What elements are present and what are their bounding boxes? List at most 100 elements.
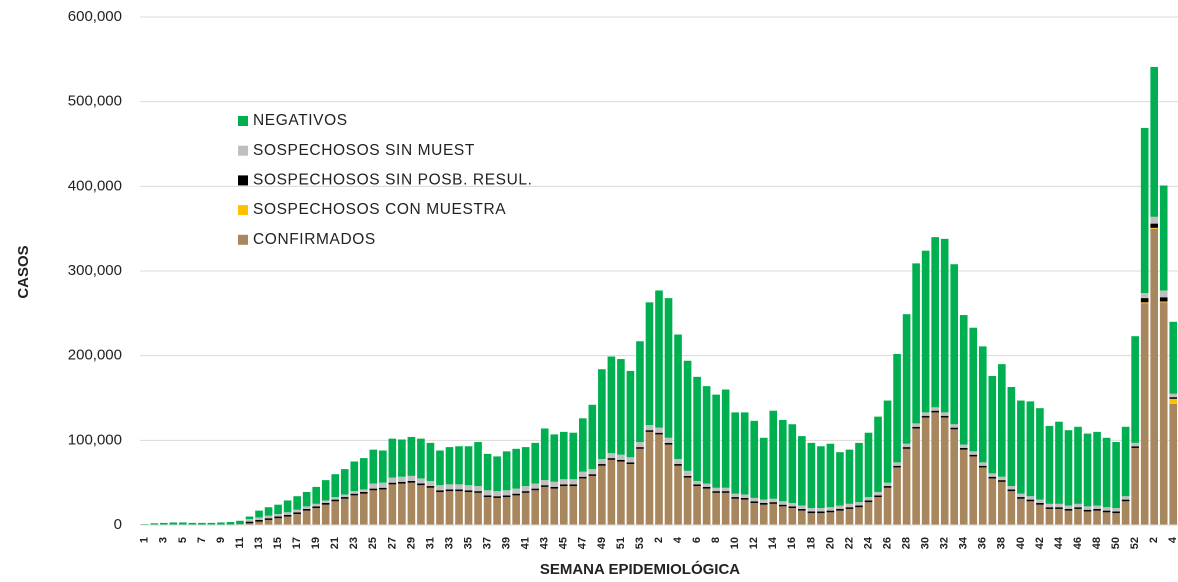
bar-segment bbox=[617, 459, 625, 462]
bar-segment bbox=[1159, 301, 1168, 303]
x-tick-label: 3 bbox=[158, 537, 170, 543]
bar-segment bbox=[1083, 433, 1092, 507]
y-tick-label: 100,000 bbox=[68, 431, 122, 448]
bar-segment bbox=[1036, 502, 1044, 505]
bar-segment bbox=[893, 467, 901, 525]
bar-segment bbox=[417, 485, 425, 525]
bar-segment bbox=[398, 483, 406, 525]
bar-segment bbox=[1102, 507, 1111, 511]
bar-segment bbox=[836, 452, 844, 506]
legend-swatch bbox=[238, 175, 248, 186]
bar-segment bbox=[1121, 499, 1130, 502]
bar-segment bbox=[388, 482, 397, 485]
bar-segment bbox=[921, 412, 930, 416]
x-tick-label: 22 bbox=[843, 537, 855, 549]
bar-segment bbox=[874, 416, 882, 492]
bar-segment bbox=[664, 442, 673, 445]
bar-segment bbox=[1150, 216, 1159, 224]
legend-label: SOSPECHOSOS SIN MUEST bbox=[253, 142, 475, 159]
x-tick-label: 25 bbox=[367, 537, 379, 549]
x-tick-label: 5 bbox=[177, 537, 189, 543]
bar-segment bbox=[283, 512, 292, 515]
bar-segment bbox=[550, 434, 559, 482]
bar-segment bbox=[1017, 400, 1025, 494]
bar-segment bbox=[340, 469, 349, 495]
bar-segment bbox=[1159, 185, 1168, 291]
bar-segment bbox=[1150, 227, 1159, 229]
bar-segment bbox=[569, 486, 578, 525]
bar-segment bbox=[293, 496, 301, 510]
bar-segment bbox=[874, 495, 882, 498]
bar-segment bbox=[483, 495, 492, 498]
bar-segment bbox=[502, 490, 511, 496]
bar-segment bbox=[959, 315, 968, 445]
bar-segment bbox=[1026, 401, 1035, 497]
bar-segment bbox=[1064, 510, 1073, 525]
bar-segment bbox=[798, 436, 806, 506]
bar-segment bbox=[978, 467, 987, 525]
bar-segment bbox=[759, 502, 768, 505]
bar-segment bbox=[855, 505, 863, 508]
legend-swatch bbox=[238, 116, 248, 126]
bar-segment bbox=[1093, 508, 1101, 511]
bar-segment bbox=[969, 456, 978, 525]
bar-segment bbox=[969, 327, 978, 452]
bar-segment bbox=[217, 522, 225, 525]
bar-segment bbox=[1055, 421, 1063, 504]
x-tick-label: 32 bbox=[939, 537, 951, 549]
bar-segment bbox=[836, 505, 844, 509]
bar-segment bbox=[531, 483, 540, 489]
bar-segment bbox=[721, 389, 730, 488]
bar-segment bbox=[312, 508, 320, 525]
x-tick-label: 38 bbox=[996, 537, 1008, 549]
bar-segment bbox=[255, 519, 263, 522]
bar-segment bbox=[1112, 511, 1120, 514]
bar-segment bbox=[1026, 501, 1035, 525]
bar-segment bbox=[598, 458, 606, 465]
x-tick-label: 13 bbox=[253, 537, 265, 549]
bar-segment bbox=[1055, 507, 1063, 509]
bar-segment bbox=[569, 484, 578, 487]
bar-segment bbox=[740, 412, 749, 495]
bar-segment bbox=[855, 442, 863, 503]
bar-segment bbox=[1159, 297, 1168, 302]
bar-segment bbox=[559, 431, 568, 480]
x-tick-label: 17 bbox=[291, 537, 303, 549]
bar-segment bbox=[940, 415, 949, 418]
bar-segment bbox=[645, 302, 654, 426]
bar-segment bbox=[988, 473, 997, 477]
bar-segment bbox=[712, 491, 720, 493]
bar-segment bbox=[683, 477, 692, 525]
bar-segment bbox=[502, 495, 511, 498]
bar-segment bbox=[1121, 426, 1130, 497]
x-tick-label: 52 bbox=[1129, 537, 1141, 549]
bar-segment bbox=[674, 458, 682, 465]
bar-segment bbox=[350, 495, 359, 525]
bar-segment bbox=[245, 519, 254, 522]
bar-segment bbox=[521, 491, 530, 493]
bar-segment bbox=[350, 493, 359, 496]
bar-segment bbox=[312, 506, 320, 509]
bar-segment bbox=[321, 480, 330, 501]
bar-segment bbox=[845, 449, 854, 504]
x-tick-label: 19 bbox=[310, 537, 322, 549]
bar-segment bbox=[483, 497, 492, 525]
bar-segment bbox=[1131, 446, 1139, 448]
bar-segment bbox=[998, 476, 1006, 481]
bar-segment bbox=[664, 444, 673, 525]
x-tick-label: 39 bbox=[501, 537, 513, 549]
bar-segment bbox=[1036, 499, 1044, 503]
bar-segment bbox=[302, 508, 311, 511]
bar-segment bbox=[1102, 437, 1111, 508]
bar-segment bbox=[778, 420, 787, 502]
x-tick-label: 53 bbox=[634, 537, 646, 549]
bar-segment bbox=[493, 491, 501, 497]
bar-segment bbox=[474, 486, 482, 492]
bar-segment bbox=[959, 444, 968, 448]
bar-segment bbox=[179, 522, 187, 525]
bar-segment bbox=[731, 493, 739, 498]
bar-segment bbox=[683, 360, 692, 471]
bar-segment bbox=[283, 500, 292, 513]
bar-segment bbox=[150, 523, 159, 525]
bar-segment bbox=[283, 514, 292, 517]
